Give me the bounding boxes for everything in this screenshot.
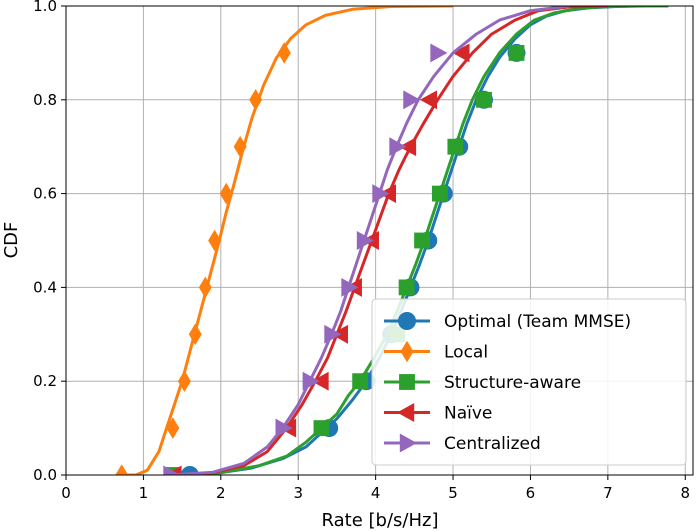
legend-marker <box>399 374 415 390</box>
data-point-marker <box>208 229 222 252</box>
data-point-marker <box>249 89 263 111</box>
legend-marker <box>397 403 415 422</box>
series-4 <box>163 6 570 475</box>
data-point-marker <box>341 277 359 297</box>
data-point-marker <box>431 185 448 202</box>
data-point-marker <box>356 231 374 250</box>
data-point-marker <box>177 370 191 392</box>
x-tick-label: 0 <box>61 484 71 502</box>
ticks: 0 1 2 3 4 5 6 7 8 0.0 0.2 0.4 0.6 0.8 1.0 <box>33 0 690 502</box>
data-point-marker <box>166 417 180 439</box>
legend-marker <box>400 340 414 363</box>
x-tick-label: 6 <box>526 484 536 502</box>
data-point-marker <box>115 464 129 475</box>
y-tick-label: 0.0 <box>33 466 57 484</box>
x-axis-label: Rate [b/s/Hz] <box>322 510 439 531</box>
legend-label: Centralized <box>444 434 541 454</box>
series-1 <box>115 6 454 475</box>
data-point-marker <box>447 138 464 155</box>
data-point-marker <box>352 373 369 390</box>
data-point-marker <box>372 184 390 204</box>
y-axis-label: CDF <box>1 222 22 259</box>
data-point-marker <box>233 135 247 158</box>
legend-box <box>371 298 687 466</box>
legend-label: Optimal (Team MMSE) <box>444 312 631 332</box>
x-tick-label: 1 <box>139 484 149 502</box>
data-point-marker <box>198 276 212 299</box>
legend-item: Naïve <box>384 403 492 424</box>
data-point-marker <box>311 371 329 391</box>
legend-marker <box>399 433 417 453</box>
x-tick-label: 7 <box>603 484 613 502</box>
data-point-marker <box>403 90 421 110</box>
data-point-marker <box>313 420 330 437</box>
data-point-marker <box>419 90 438 110</box>
y-tick-label: 1.0 <box>33 0 57 15</box>
data-point-marker <box>275 418 293 438</box>
x-tick-label: 3 <box>293 484 303 502</box>
data-point-marker <box>188 323 202 346</box>
legend-label: Naïve <box>444 404 492 424</box>
data-point-marker <box>476 91 492 108</box>
series-layer <box>115 6 669 475</box>
legend-item: Structure-aware <box>384 373 581 393</box>
data-point-marker <box>219 182 233 205</box>
data-point-marker <box>430 43 448 63</box>
legend: Optimal (Team MMSE) Local Structure-aware N… <box>371 298 687 466</box>
data-point-marker <box>508 44 525 61</box>
x-tick-label: 8 <box>680 484 690 502</box>
data-point-marker <box>399 137 417 157</box>
x-tick-label: 2 <box>216 484 226 502</box>
legend-label: Structure-aware <box>444 373 581 393</box>
data-point-marker <box>398 279 415 296</box>
x-tick-label: 4 <box>371 484 381 502</box>
series-3 <box>164 6 608 475</box>
y-tick-label: 0.6 <box>33 185 57 203</box>
y-tick-label: 0.4 <box>33 278 57 296</box>
legend-label: Local <box>444 343 488 363</box>
legend-item: Local <box>384 340 488 363</box>
data-point-marker <box>277 42 291 64</box>
data-point-marker <box>302 371 320 391</box>
data-point-marker <box>452 43 470 63</box>
data-point-marker <box>389 137 407 157</box>
data-point-marker <box>163 465 181 475</box>
y-tick-label: 0.2 <box>33 372 57 390</box>
plot-frame <box>65 5 694 476</box>
data-point-marker <box>324 324 342 344</box>
data-point-marker <box>414 232 430 249</box>
legend-item: Centralized <box>384 433 541 454</box>
legend-item: Optimal (Team MMSE) <box>384 312 631 332</box>
x-tick-label: 5 <box>448 484 458 502</box>
y-tick-label: 0.8 <box>33 91 57 109</box>
legend-marker <box>398 312 416 330</box>
